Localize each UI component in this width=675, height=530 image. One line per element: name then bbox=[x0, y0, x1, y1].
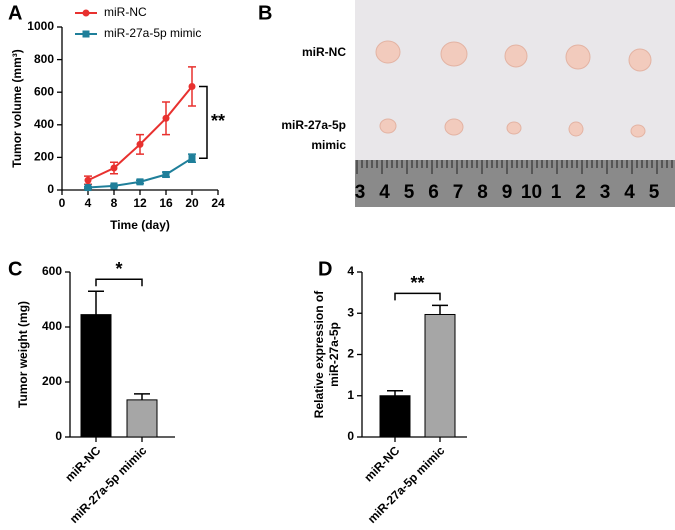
marker bbox=[84, 176, 92, 184]
x-tick-label: miR-NC bbox=[361, 443, 402, 484]
y-tick-label: 200 bbox=[42, 374, 62, 388]
y-tick-label: 3 bbox=[347, 305, 354, 319]
ruler-label: 10 bbox=[521, 182, 542, 203]
ruler-label: 4 bbox=[379, 182, 390, 203]
y-tick-label: 1000 bbox=[27, 19, 54, 33]
error-bar bbox=[134, 393, 150, 400]
y-tick-label: 2 bbox=[347, 347, 354, 361]
error-bar bbox=[387, 390, 403, 396]
ruler-label: 1 bbox=[551, 182, 562, 203]
series-line bbox=[87, 85, 193, 182]
x-tick-label: 8 bbox=[111, 196, 118, 210]
bar bbox=[126, 399, 158, 438]
marker bbox=[84, 184, 92, 192]
marker bbox=[162, 114, 170, 122]
row-label: miR-27a-5p bbox=[281, 118, 346, 132]
marker bbox=[136, 140, 144, 148]
x-tick-label: 16 bbox=[159, 196, 173, 210]
ruler-label: 4 bbox=[624, 182, 635, 203]
y-tick-label: 400 bbox=[42, 319, 62, 333]
ruler-label: 5 bbox=[649, 182, 660, 203]
legend-marker bbox=[82, 30, 90, 38]
y-tick-label: 0 bbox=[47, 182, 54, 196]
y-tick-label: 800 bbox=[34, 52, 54, 66]
x-tick-label: 24 bbox=[211, 196, 225, 210]
y-axis-label: Tumor weight (mg) bbox=[16, 301, 30, 408]
marker bbox=[188, 154, 196, 162]
panel-label: D bbox=[318, 258, 332, 280]
y-tick-label: 200 bbox=[34, 150, 54, 164]
legend-marker bbox=[82, 9, 90, 17]
x-tick-label: 4 bbox=[85, 196, 92, 210]
x-axis-label: Time (day) bbox=[110, 218, 170, 232]
significance-label: ** bbox=[211, 111, 225, 131]
panel-label: C bbox=[8, 258, 22, 280]
x-tick-label: miR-27a-5p mimic bbox=[67, 443, 150, 526]
error-bar bbox=[432, 304, 448, 315]
y-tick-label: 600 bbox=[42, 264, 62, 278]
row-label: miR-NC bbox=[302, 45, 346, 59]
y-axis-label: Relative expression of bbox=[312, 290, 326, 418]
panel-label: B bbox=[258, 2, 272, 24]
x-tick-label: miR-27a-5p mimic bbox=[365, 443, 448, 526]
y-tick-label: 1 bbox=[347, 388, 354, 402]
legend-label: miR-NC bbox=[104, 5, 147, 19]
ruler-label: 8 bbox=[477, 182, 488, 203]
panel-label: A bbox=[8, 2, 22, 24]
x-tick-label: 20 bbox=[185, 196, 199, 210]
x-tick-label: 12 bbox=[133, 196, 147, 210]
y-tick-label: 4 bbox=[347, 264, 354, 278]
y-axis-label: miR-27a-5p bbox=[327, 322, 341, 387]
ruler-label: 3 bbox=[355, 182, 366, 203]
y-axis-label: Tumor volume (mm³) bbox=[10, 49, 24, 167]
y-tick-label: 0 bbox=[55, 429, 62, 443]
ruler-label: 2 bbox=[575, 182, 586, 203]
y-tick-label: 600 bbox=[34, 84, 54, 98]
x-tick-label: 0 bbox=[59, 196, 66, 210]
marker bbox=[110, 164, 118, 172]
marker bbox=[162, 171, 170, 179]
y-tick-label: 400 bbox=[34, 117, 54, 131]
error-bar bbox=[88, 290, 104, 315]
tumors bbox=[375, 40, 652, 138]
row-label: mimic bbox=[311, 138, 346, 152]
significance-label: ** bbox=[410, 273, 424, 293]
bar bbox=[80, 314, 112, 438]
significance-label: * bbox=[115, 259, 122, 279]
marker bbox=[136, 178, 144, 186]
ruler-label: 3 bbox=[600, 182, 611, 203]
y-tick-label: 0 bbox=[347, 429, 354, 443]
bar bbox=[424, 313, 456, 438]
ruler-label: 5 bbox=[404, 182, 415, 203]
ruler-label: 9 bbox=[502, 182, 513, 203]
marker bbox=[110, 182, 118, 190]
legend-label: miR-27a-5p mimic bbox=[104, 26, 201, 40]
significance-bracket bbox=[95, 278, 143, 287]
photo bbox=[355, 0, 675, 207]
significance-bracket bbox=[394, 292, 441, 301]
ruler-label: 6 bbox=[428, 182, 439, 203]
marker bbox=[188, 82, 196, 90]
x-tick-label: miR-NC bbox=[62, 443, 103, 484]
significance-bracket bbox=[199, 85, 208, 159]
ruler-label: 7 bbox=[453, 182, 464, 203]
bar bbox=[379, 395, 411, 438]
